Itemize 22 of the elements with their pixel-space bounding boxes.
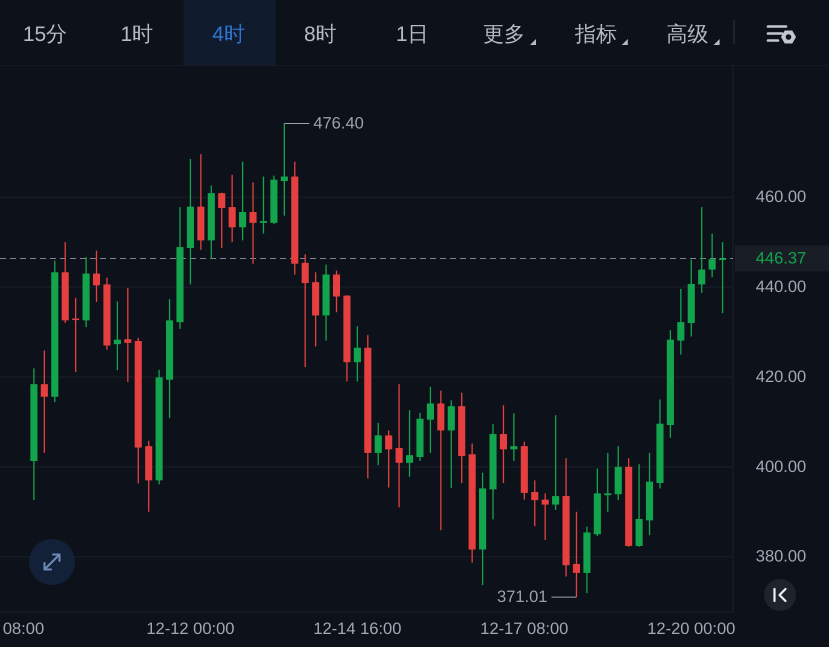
tab-label: 高级: [666, 22, 709, 46]
last-price-label: 446.37: [735, 245, 829, 272]
y-tick-label: 420.00: [756, 368, 806, 386]
y-tick-label: 460.00: [756, 188, 806, 206]
x-tick-label: 12-12 00:00: [146, 620, 234, 638]
tab-label: 15分: [22, 22, 68, 46]
y-tick-label: 380.00: [756, 548, 806, 566]
annotation: 476.40: [313, 114, 364, 133]
x-tick-label: 12-20 00:00: [647, 620, 736, 638]
tab-label: 4时: [212, 22, 245, 46]
tab-label: 1时: [120, 22, 154, 46]
tab-label: 指标: [574, 22, 617, 46]
tab-label: 1日: [396, 22, 429, 46]
annotation: 371.01: [497, 588, 548, 606]
tab-label: 更多: [483, 22, 525, 46]
x-tick-label: 12-14 16:00: [313, 620, 402, 638]
x-tick-label: 08:00: [2, 620, 44, 638]
x-tick-label: 12-17 08:00: [480, 620, 568, 638]
tab-label: 8时: [304, 22, 337, 46]
y-tick-label: 440.00: [756, 278, 806, 296]
ref-line-label: 446.37: [756, 249, 806, 268]
y-tick-label: 400.00: [756, 458, 806, 476]
